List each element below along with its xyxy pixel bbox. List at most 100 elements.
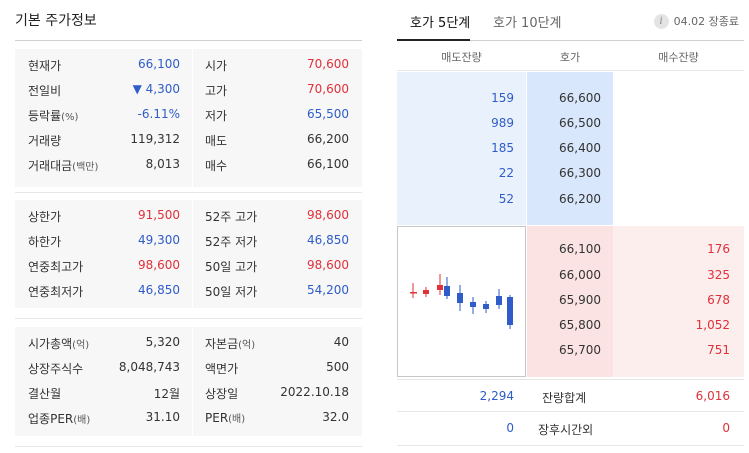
info-label: 거래량	[28, 132, 61, 149]
header-price: 호가	[559, 51, 581, 64]
info-value-text: 119,312	[130, 132, 180, 146]
info-label-text: 거래대금	[28, 159, 73, 173]
total-bid-qty: 6,016	[695, 389, 730, 403]
info-row: 결산월 12월 상장일 2022.10.18	[15, 381, 362, 406]
info-label-text: 매수	[205, 159, 228, 173]
info-value-text: 8,013	[145, 157, 180, 171]
info-label: 거래대금(백만)	[28, 157, 98, 174]
after-hours-ask-qty: 0	[506, 421, 514, 435]
info-label: 연중최고가	[28, 258, 83, 275]
header-ask-qty: 매도잔량	[441, 51, 482, 64]
info-label-text: 등락률	[28, 109, 62, 123]
info-value: -6.11%	[138, 107, 180, 121]
tab-orderbook-5[interactable]: 호가 5단계	[410, 16, 471, 31]
group-divider-1	[192, 49, 193, 187]
title-divider	[15, 40, 362, 41]
info-icon[interactable]: i	[653, 13, 669, 29]
info-label-text: 현재가	[28, 59, 62, 73]
info-value: 65,500	[307, 107, 349, 121]
candle-body	[437, 285, 443, 290]
info-label: 상장주식수	[28, 360, 83, 377]
candle-body	[410, 292, 417, 294]
info-group-3-bg	[15, 327, 362, 436]
info-label: 상장일	[205, 385, 238, 402]
info-label: 시가	[205, 57, 227, 74]
info-label: 등락률(%)	[28, 107, 78, 124]
info-value-text: 500	[326, 360, 349, 374]
candle-body	[444, 286, 450, 296]
section-separator	[15, 318, 362, 319]
ask-price: 66,500	[559, 116, 601, 130]
info-label: 시가총액(억)	[28, 335, 89, 352]
section-separator	[15, 446, 362, 447]
info-value-text: 8,048,743	[118, 360, 180, 374]
info-value-text: 66,100	[138, 57, 180, 71]
ask-qty: 989	[491, 116, 514, 130]
info-label-text: 업종PER	[28, 412, 74, 426]
ask-qty: 22	[498, 166, 514, 180]
info-label-text: 시가총액	[28, 337, 73, 351]
info-value: 49,300	[138, 233, 180, 247]
info-label-unit: (배)	[228, 414, 246, 425]
info-value-text: 32.0	[322, 410, 349, 424]
tab-orderbook-10[interactable]: 호가 10단계	[493, 16, 562, 31]
info-value: 46,850	[138, 283, 180, 297]
ask-price: 66,200	[559, 192, 601, 206]
candle-chart-svg	[410, 274, 513, 329]
ask-price: 66,300	[559, 166, 601, 180]
info-label: 결산월	[28, 385, 61, 402]
info-value: 8,013	[146, 157, 180, 171]
info-label-unit: (배)	[73, 415, 91, 426]
info-value-text: 91,500	[138, 208, 180, 222]
info-value-text: 46,850	[307, 233, 349, 247]
bid-qty-area	[613, 226, 744, 377]
info-value-text: 70,600	[307, 57, 349, 71]
candle-body	[496, 296, 502, 305]
info-value: 98,600	[307, 208, 349, 222]
info-value-text: 98,600	[307, 258, 349, 272]
candle-body	[483, 304, 489, 309]
info-label-unit: (백만)	[72, 162, 99, 173]
info-label-text: 연중최고가	[28, 260, 84, 274]
info-value-text: 54,200	[307, 283, 349, 297]
info-label-text: 결산월	[28, 387, 62, 401]
info-value: 12월	[154, 385, 180, 402]
info-value: 70,600	[307, 82, 349, 96]
info-value-text: 98,600	[138, 258, 180, 272]
mini-candle-chart	[397, 226, 526, 377]
info-value: 119,312	[130, 132, 180, 146]
info-value-text: 98,600	[307, 208, 349, 222]
bid-price: 66,100	[559, 242, 601, 256]
group-divider-2	[192, 200, 193, 308]
info-label-text: 전일비	[28, 84, 62, 98]
info-value-text: 70,600	[307, 82, 349, 96]
bid-price: 65,700	[559, 343, 601, 357]
info-value-text: ▼ 4,300	[132, 82, 180, 96]
orderbook-tabs: 호가 5단계 호가 10단계 i 04.02 장종료	[397, 0, 744, 41]
total-ask-qty: 2,294	[479, 389, 514, 403]
bottom-divider	[397, 445, 744, 446]
info-value: 5,320	[146, 335, 180, 349]
info-value: 31.10	[146, 410, 180, 424]
info-value: 66,200	[307, 132, 349, 146]
bid-price: 65,800	[559, 318, 601, 332]
info-label: 저가	[205, 107, 227, 124]
info-label: 업종PER(배)	[28, 410, 90, 427]
info-label-text: 하한가	[28, 235, 62, 249]
info-label: 52주 고가	[205, 208, 257, 225]
info-value: 46,850	[307, 233, 349, 247]
info-label: 50일 고가	[205, 258, 257, 275]
basic-info-table: 현재가 66,100 시가 70,600 전일비 ▼ 4,300 고가 70,600 등락률(%…	[15, 0, 362, 453]
info-value: 91,500	[138, 208, 180, 222]
bid-qty: 325	[707, 268, 730, 282]
basic-info-title: 기본 주가정보	[15, 13, 97, 29]
info-row: 등락률(%) -6.11% 저가 65,500	[15, 103, 362, 128]
info-row: 거래량 119,312 매도 66,200	[15, 128, 362, 153]
info-value-text: 5,320	[145, 335, 180, 349]
active-tab-indicator	[397, 39, 470, 41]
info-label-unit: (%)	[61, 112, 79, 123]
ask-price: 66,600	[559, 91, 601, 105]
after-hours-bid-qty: 0	[722, 421, 730, 435]
orderbook-header: 매도잔량 호가 매수잔량	[397, 41, 744, 71]
info-label: 상한가	[28, 208, 61, 225]
